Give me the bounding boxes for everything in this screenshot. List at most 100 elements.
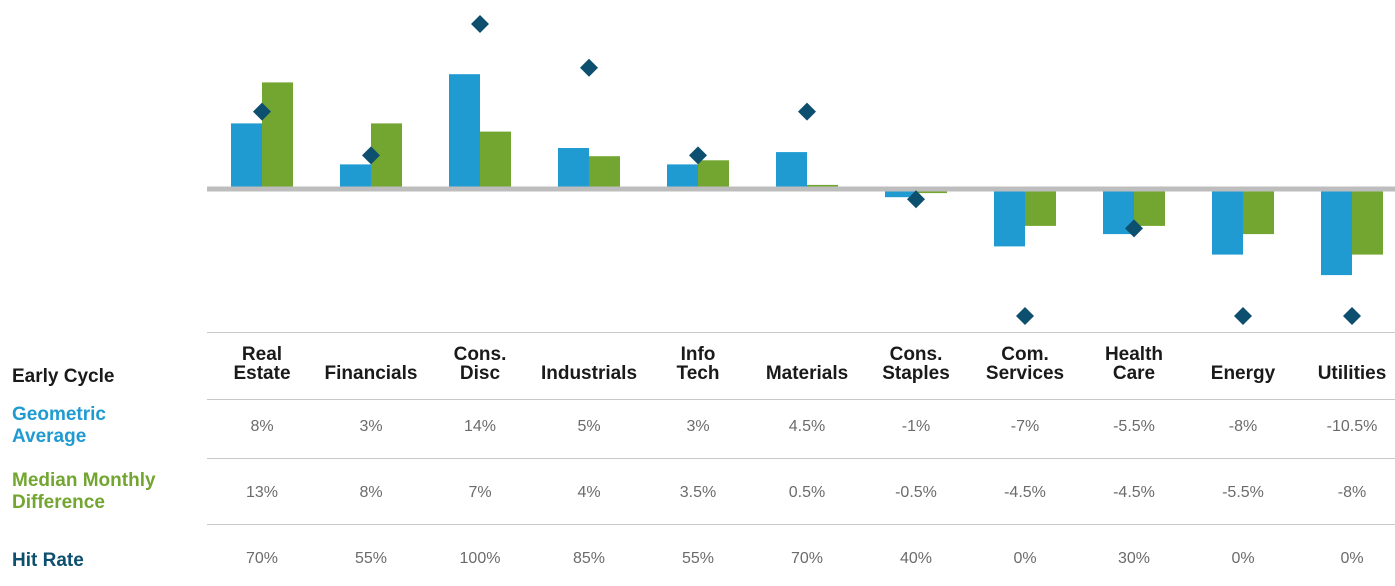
hit-rate-diamond	[1125, 219, 1143, 238]
hit-rate-cell: 0%	[1231, 550, 1255, 567]
geometric-average-bar	[776, 152, 807, 189]
column-header-line: Com.	[1001, 344, 1049, 365]
column-header: Energy	[1191, 364, 1295, 383]
median-monthly-difference-bar	[698, 160, 729, 189]
row-label-geometric-average: Geometric Average	[12, 404, 106, 448]
column-header-line: Estate	[233, 363, 291, 384]
column-header: Info Tech	[646, 345, 750, 383]
column-header-line: Health	[1104, 344, 1164, 365]
bar-group	[231, 74, 1383, 276]
column-header: Health Care	[1082, 345, 1186, 383]
column-header-line: Financials	[324, 363, 418, 384]
geometric-average-cell: -7%	[1010, 418, 1040, 435]
hit-rate-cell: 55%	[354, 550, 388, 567]
row-label-line: Geometric	[12, 404, 106, 425]
row-label-median-monthly-difference: Median Monthly Difference	[12, 470, 156, 514]
geometric-average-cell: 5%	[577, 418, 601, 435]
geometric-average-bar	[1321, 189, 1352, 276]
corner-label: Early Cycle	[12, 366, 115, 387]
median-monthly-difference-bar	[1134, 189, 1165, 226]
hit-rate-diamond	[689, 146, 707, 165]
column-header-line: Energy	[1210, 363, 1276, 384]
table-divider	[207, 332, 1395, 333]
hit-rate-cell: 40%	[899, 550, 933, 567]
hit-rate-cell: 0%	[1013, 550, 1037, 567]
hit-rate-diamond	[1343, 307, 1361, 325]
geometric-average-cell: -10.5%	[1326, 418, 1378, 435]
median-monthly-difference-cell: 8%	[359, 484, 383, 501]
geometric-average-cell: -8%	[1228, 418, 1258, 435]
median-monthly-difference-bar	[1243, 189, 1274, 235]
geometric-average-cell: 14%	[463, 418, 497, 435]
column-header-line: Utilities	[1317, 363, 1387, 384]
column-header: Materials	[755, 364, 859, 383]
median-monthly-difference-bar	[589, 156, 620, 189]
geometric-average-cell: 8%	[250, 418, 274, 435]
geometric-average-bar	[558, 148, 589, 189]
table-divider	[207, 524, 1395, 525]
hit-rate-cell: 0%	[1340, 550, 1364, 567]
row-label-line: Difference	[12, 492, 105, 513]
median-monthly-difference-cell: -4.5%	[1113, 484, 1155, 501]
median-monthly-difference-bar	[480, 131, 511, 189]
row-label-hit-rate: Hit Rate	[12, 550, 84, 571]
column-header: Cons. Staples	[864, 345, 968, 383]
hit-rate-cell: 30%	[1117, 550, 1151, 567]
column-header-line: Cons.	[453, 344, 507, 365]
hit-rate-diamond	[471, 15, 489, 33]
hit-rate-cell: 55%	[681, 550, 715, 567]
median-monthly-difference-cell: -5.5%	[1222, 484, 1264, 501]
column-header-line: Tech	[676, 363, 720, 384]
median-monthly-difference-cell: 13%	[245, 484, 279, 501]
median-monthly-difference-cell: -4.5%	[1004, 484, 1046, 501]
median-monthly-difference-cell: -0.5%	[895, 484, 937, 501]
column-header-line: Real	[241, 344, 283, 365]
hit-rate-markers	[253, 15, 1361, 325]
column-header-line: Care	[1112, 363, 1156, 384]
geometric-average-cell: -1%	[901, 418, 931, 435]
column-header-line: Staples	[882, 363, 950, 384]
hit-rate-diamond	[907, 190, 925, 209]
table-divider	[207, 458, 1395, 459]
bar-chart	[207, 15, 1395, 325]
geometric-average-bar	[994, 189, 1025, 247]
median-monthly-difference-bar	[1025, 189, 1056, 226]
column-header-line: Services	[985, 363, 1065, 384]
column-header-line: Materials	[765, 363, 849, 384]
median-monthly-difference-cell: 4%	[577, 484, 601, 501]
hit-rate-diamond	[362, 146, 380, 165]
geometric-average-cell: 3%	[686, 418, 710, 435]
median-monthly-difference-cell: 7%	[468, 484, 492, 501]
geometric-average-cell: 3%	[359, 418, 383, 435]
median-monthly-difference-cell: -8%	[1337, 484, 1367, 501]
hit-rate-diamond	[253, 102, 271, 121]
geometric-average-bar	[231, 123, 262, 189]
column-header: Industrials	[537, 364, 641, 383]
column-header: Real Estate	[210, 345, 314, 383]
median-monthly-difference-bar	[262, 82, 293, 189]
column-header-line: Info	[680, 344, 716, 365]
geometric-average-cell: 4.5%	[788, 418, 826, 435]
geometric-average-bar	[667, 164, 698, 189]
column-header-line: Cons.	[889, 344, 943, 365]
hit-rate-diamond	[1016, 307, 1034, 325]
hit-rate-cell: 100%	[459, 550, 501, 567]
hit-rate-diamond	[798, 102, 816, 121]
column-header: Utilities	[1300, 364, 1395, 383]
row-label-line: Average	[12, 426, 87, 447]
hit-rate-diamond	[580, 58, 598, 77]
column-header: Financials	[319, 364, 423, 383]
hit-rate-cell: 70%	[790, 550, 824, 567]
geometric-average-bar	[340, 164, 371, 189]
geometric-average-bar	[885, 189, 916, 198]
median-monthly-difference-bar	[1352, 189, 1383, 255]
row-label-line: Median Monthly	[12, 470, 156, 491]
geometric-average-cell: -5.5%	[1113, 418, 1155, 435]
hit-rate-cell: 85%	[572, 550, 606, 567]
column-header: Cons. Disc	[428, 345, 532, 383]
column-header-line: Disc	[459, 363, 501, 384]
column-header: Com. Services	[973, 345, 1077, 383]
hit-rate-cell: 70%	[245, 550, 279, 567]
geometric-average-bar	[449, 74, 480, 189]
hit-rate-diamond	[1234, 307, 1252, 325]
